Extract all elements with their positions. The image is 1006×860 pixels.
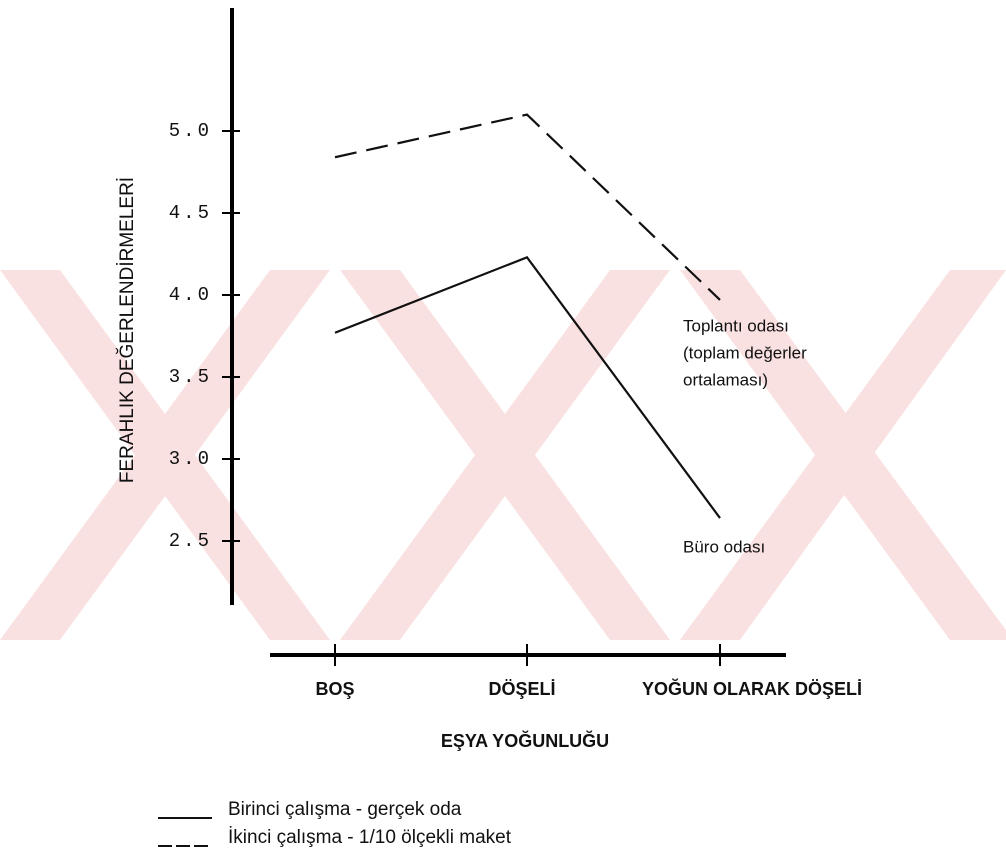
watermark [0, 270, 1006, 640]
y-tick-label: 4.0 [169, 284, 212, 306]
y-tick-label: 2.5 [169, 530, 212, 552]
series-line [334, 255, 721, 519]
x-tick-label: DÖŞELİ [488, 679, 555, 699]
legend-label: Birinci çalışma - gerçek oda [228, 799, 462, 820]
annotation: Büro odası [683, 537, 765, 556]
legend-label: İkinci çalışma - 1/10 ölçekli maket [228, 827, 512, 848]
y-axis-label: FERAHLIK DEĞERLENDİRMELERİ [116, 177, 138, 483]
x-axis-label: EŞYA YOĞUNLUĞU [441, 730, 609, 751]
y-tick-label: 3.0 [169, 448, 212, 470]
watermark-band [0, 270, 330, 640]
y-tick-label: 4.5 [169, 202, 212, 224]
annotation: ortalaması) [683, 370, 768, 389]
series-line [334, 113, 721, 301]
y-tick-label: 3.5 [169, 366, 212, 388]
x-tick-label: YOĞUN OLARAK DÖŞELİ [642, 678, 862, 699]
watermark-band [680, 270, 1006, 640]
x-tick-label: BOŞ [315, 679, 354, 699]
watermark-band [340, 270, 670, 640]
annotation: Toplantı odası [683, 316, 789, 335]
annotation: (toplam değerler [683, 343, 807, 362]
y-tick-label: 5.0 [169, 120, 212, 142]
